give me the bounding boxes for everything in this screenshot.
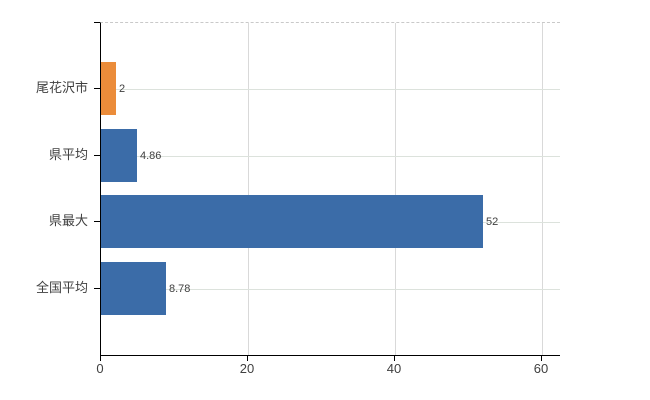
vertical-gridline (542, 23, 543, 355)
horizontal-gridline (101, 89, 560, 90)
vertical-gridline (395, 23, 396, 355)
x-axis-tick (541, 355, 542, 361)
x-axis-tick (394, 355, 395, 361)
bar-value-label: 4.86 (140, 150, 162, 162)
y-axis-tick (94, 88, 100, 89)
bar-series (101, 195, 483, 248)
plot-area: 2 4.86 52 8.78 (100, 22, 560, 356)
category-label: 尾花沢市 (35, 80, 88, 95)
bar-series (101, 129, 137, 182)
category-label: 県平均 (48, 147, 88, 162)
y-axis-tick (94, 288, 100, 289)
x-axis-tick-label: 20 (239, 361, 255, 376)
vertical-gridline (248, 23, 249, 355)
bar-series (101, 262, 166, 315)
y-axis-top-tick (94, 22, 100, 23)
x-axis-tick-label: 60 (533, 361, 549, 376)
category-label: 県最大 (48, 213, 88, 228)
x-axis-tick-label: 0 (96, 361, 104, 376)
bar-value-label: 2 (119, 83, 126, 95)
y-axis-tick (94, 221, 100, 222)
category-label: 全国平均 (35, 280, 88, 295)
horizontal-gridline (101, 156, 560, 157)
y-axis-tick (94, 155, 100, 156)
horizontal-gridline (101, 289, 560, 290)
bar-value-label: 52 (486, 216, 499, 228)
x-axis-tick-label: 40 (386, 361, 402, 376)
x-axis-tick (247, 355, 248, 361)
x-axis-tick (100, 355, 101, 361)
bar-value-label: 8.78 (169, 283, 191, 295)
bar-highlight (101, 62, 116, 115)
